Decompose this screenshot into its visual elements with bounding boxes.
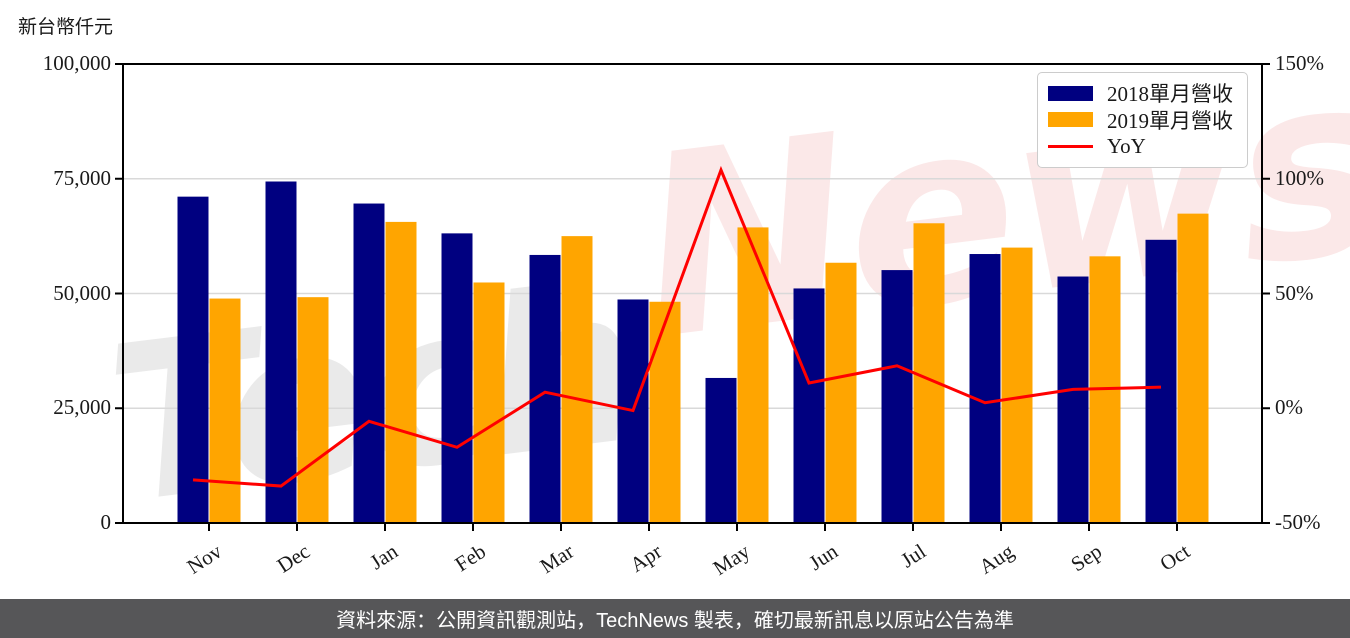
bar-2019-feb (473, 282, 505, 523)
bar-2018-jan (353, 203, 385, 523)
bar-2018-dec (265, 181, 297, 523)
left-axis-tick-label: 0 (100, 510, 112, 534)
bar-2019-nov (209, 298, 241, 523)
legend-label-2018: 2018單月營收 (1107, 82, 1233, 107)
right-axis-tick-label: -50% (1275, 510, 1321, 534)
bar-2019-dec (297, 297, 329, 523)
left-axis-tick-label: 25,000 (53, 395, 111, 420)
left-axis-tick-label: 50,000 (53, 280, 111, 305)
right-axis-tick-label: 150% (1275, 51, 1324, 75)
bar-2018-feb (441, 233, 473, 523)
legend-item-2018: 2018單月營收 (1048, 80, 1237, 106)
legend-swatch-2018 (1048, 85, 1093, 101)
left-axis-tick-label: 75,000 (53, 165, 111, 190)
bar-2018-aug (969, 254, 1001, 523)
bar-2018-sep (1057, 276, 1089, 523)
legend-box: 2018單月營收 2019單月營收 YoY (1037, 72, 1248, 168)
bar-2019-jun (825, 262, 857, 523)
chart-title: 新台幣仟元 (18, 17, 114, 38)
legend-label-2019: 2019單月營收 (1107, 108, 1233, 133)
right-axis-tick-label: 100% (1275, 165, 1324, 190)
legend-swatch-2019 (1048, 112, 1093, 128)
bar-2019-jul (913, 223, 945, 523)
legend-label-yoy: YoY (1107, 134, 1146, 159)
bar-2019-apr (649, 301, 681, 523)
legend-item-yoy: YoY (1048, 134, 1237, 160)
right-axis-tick-label: 0% (1275, 395, 1303, 420)
footer-bar: 資料來源：公開資訊觀測站，TechNews 製表，確切最新訊息以原站公告為準 (0, 599, 1350, 638)
left-axis-tick-label: 100,000 (42, 51, 111, 75)
bar-2018-may (705, 377, 737, 523)
bar-2019-aug (1001, 247, 1033, 523)
bar-2019-oct (1177, 213, 1209, 523)
legend-item-2019: 2019單月營收 (1048, 107, 1237, 133)
bar-2018-jul (881, 270, 913, 523)
bar-2019-mar (561, 236, 593, 523)
yoy-line (192, 165, 1162, 488)
bar-2018-jun (793, 288, 825, 523)
right-axis-tick-label: 50% (1275, 280, 1314, 305)
bar-2018-oct (1145, 239, 1177, 523)
bar-2019-may (737, 227, 769, 524)
legend-line-yoy (1048, 145, 1093, 149)
bar-2019-jan (385, 221, 417, 523)
bar-2018-mar (529, 254, 561, 523)
footer-source-text: 資料來源：公開資訊觀測站，TechNews 製表，確切最新訊息以原站公告為準 (336, 610, 1014, 632)
bar-2018-nov (177, 196, 209, 523)
